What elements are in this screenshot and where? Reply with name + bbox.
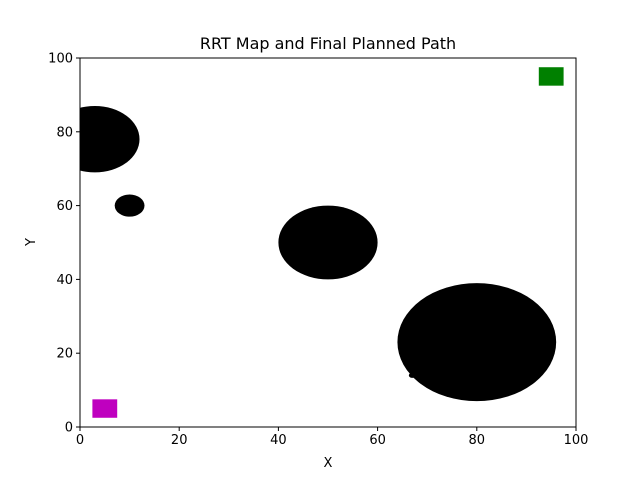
obstacle-2 [114,194,145,217]
start-marker [92,399,118,418]
plot-frame [79,57,577,428]
y-tick-label: 60 [56,199,73,214]
x-tick-label: 20 [171,433,188,448]
y-tick-label: 40 [56,273,73,288]
y-tick-label: 0 [65,421,73,436]
x-tick-label: 40 [270,433,287,448]
y-axis: 0 20 40 60 80 100 [48,52,80,436]
plot-area [80,67,564,418]
y-tick-label: 20 [56,347,73,362]
x-tick-label: 60 [369,433,386,448]
goal-marker [538,67,564,86]
y-tick-label: 80 [56,125,73,140]
y-axis-label: Y [24,238,39,247]
obstacle-4 [397,283,557,402]
x-tick-label: 100 [564,433,589,448]
x-tick-label: 80 [469,433,486,448]
y-tick-label: 100 [48,52,73,67]
obstacle-3 [278,205,378,280]
x-axis: 0 20 40 60 80 100 [76,427,589,448]
chart-title: RRT Map and Final Planned Path [200,34,456,53]
obstacle-1 [80,105,140,173]
x-axis-label: X [324,456,333,471]
obstacle-5 [408,372,416,378]
x-tick-label: 0 [76,433,84,448]
